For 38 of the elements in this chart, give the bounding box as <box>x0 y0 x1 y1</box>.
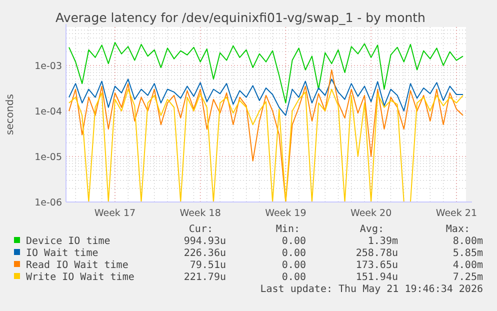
y-tick-label: 1e-03 <box>34 60 62 72</box>
y-axis-title: seconds <box>5 94 16 135</box>
text: Min: <box>276 224 300 235</box>
x-tick-label: Week 19 <box>265 208 306 219</box>
text: 4.00m <box>452 260 483 271</box>
text: 0.00 <box>282 248 306 259</box>
text: Max: <box>446 224 470 235</box>
text: 7.25m <box>452 272 483 283</box>
text: Cur: <box>188 224 213 235</box>
line-series <box>68 78 464 116</box>
text: 0.00 <box>282 272 306 283</box>
x-tick-label: Week 21 <box>436 208 478 219</box>
y-tick-label: 1e-04 <box>34 106 62 118</box>
legend-label: Read IO Wait time <box>26 260 128 271</box>
y-tick-label: 1e-06 <box>34 198 62 208</box>
x-tick-label: Week 17 <box>94 208 136 219</box>
text: Last update: Thu May 21 19:46:34 2026 <box>260 284 483 295</box>
text: 5.85m <box>452 248 483 259</box>
legend-label: Device IO time <box>26 236 110 247</box>
x-tick-label: Week 18 <box>180 208 221 219</box>
text: 0.00 <box>282 260 306 271</box>
text: 79.51u <box>190 260 226 271</box>
legend-label: Write IO Wait time <box>26 272 134 283</box>
legend-label: IO Wait time <box>26 248 98 259</box>
text: 258.78u <box>356 248 398 259</box>
line-series <box>68 42 464 104</box>
text: 1.39m <box>368 236 398 247</box>
text: Avg: <box>360 224 384 235</box>
text: 994.93u <box>184 236 226 247</box>
x-tick-label: Week 20 <box>350 208 392 219</box>
text: 173.65u <box>356 260 398 271</box>
text: 8.00m <box>452 236 483 247</box>
y-tick-label: 1e-05 <box>34 152 62 163</box>
text: 0.00 <box>282 236 306 247</box>
text: 151.94u <box>356 272 398 283</box>
text: 226.36u <box>184 248 226 259</box>
chart-title: Average latency for /dev/equinixfi01-vg/swap_1 - by month <box>56 10 426 25</box>
text: 221.79u <box>184 272 226 283</box>
